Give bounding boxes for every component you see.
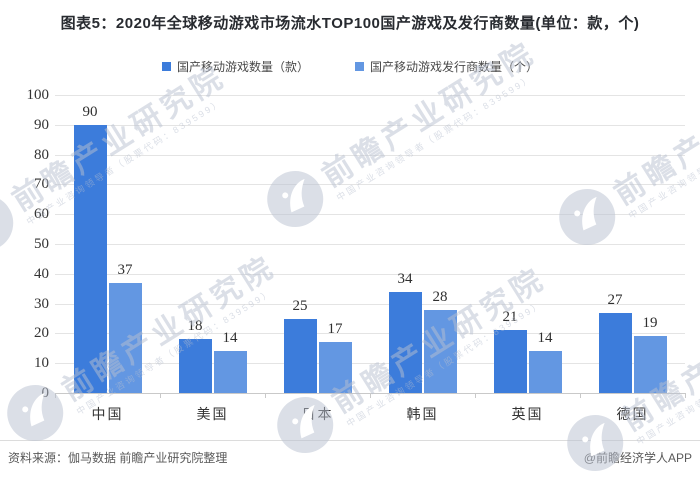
y-axis-tick-label: 80 (34, 146, 49, 163)
bar-series2-美国 (213, 351, 247, 393)
legend-label-games: 国产移动游戏数量（款） (176, 60, 309, 74)
gridline (55, 303, 685, 305)
x-axis-label-中国: 中国 (91, 406, 124, 422)
chart-title: 图表5：2020年全球移动游戏市场流水TOP100国产游戏及发行商数量(单位：款… (60, 15, 640, 32)
bar-group-中国: 90 37 (55, 95, 160, 393)
bar-wrap: 25 (283, 298, 317, 393)
bar-value-label: 17 (327, 321, 343, 338)
y-axis-tick-label: 10 (34, 355, 49, 372)
x-axis-label-韩国: 韩国 (406, 406, 439, 422)
bar-value-label: 18 (187, 318, 203, 335)
bar-group-美国: 18 14 (160, 95, 265, 393)
x-axis-tick-mark (475, 393, 476, 398)
bar-wrap: 19 (633, 315, 667, 393)
legend-swatch-publishers-icon (355, 62, 364, 71)
source-text: 资料来源：伽马数据 前瞻产业研究院整理 (8, 451, 228, 465)
bar-group-韩国: 34 28 (370, 95, 475, 393)
gridline (55, 95, 685, 96)
y-axis-tick-label: 50 (34, 236, 49, 252)
x-axis-label-英国: 英国 (511, 406, 544, 422)
footer: 资料来源：伽马数据 前瞻产业研究院整理 @前瞻经济学人APP (0, 449, 700, 466)
bar-wrap: 14 (213, 330, 247, 393)
gridline (55, 184, 685, 186)
bar-wrap: 21 (493, 309, 527, 393)
x-axis-tick-mark (55, 393, 56, 398)
y-axis-tick-label: 70 (34, 176, 49, 193)
bar-series1-日本 (283, 318, 317, 393)
x-axis-tick-mark (370, 393, 371, 398)
bar-wrap: 18 (178, 318, 212, 393)
bar-value-label: 14 (222, 330, 238, 347)
bar-wrap: 28 (423, 289, 457, 393)
x-axis-label-日本: 日本 (301, 406, 334, 422)
y-axis-tick-label: 60 (34, 206, 49, 223)
bar-wrap: 17 (318, 321, 352, 393)
gridline (55, 214, 685, 216)
bar-series2-德国 (633, 336, 667, 393)
y-axis-tick-label: 100 (26, 87, 50, 103)
bar-wrap: 90 (73, 104, 107, 393)
bar-series2-日本 (318, 342, 352, 393)
bar-value-label: 90 (82, 103, 98, 120)
bar-value-label: 19 (642, 315, 658, 332)
bar-wrap: 37 (108, 262, 142, 393)
x-axis-tick-mark (160, 393, 161, 398)
bar-group-英国: 21 14 (475, 95, 580, 393)
credit-text: @前瞻经济学人APP (583, 451, 692, 465)
x-axis-label-德国: 德国 (616, 406, 649, 422)
bar-value-label: 25 (292, 297, 308, 314)
gridline (55, 154, 685, 156)
bar-value-label: 21 (502, 309, 518, 326)
gridline (55, 363, 685, 365)
gridline (55, 273, 685, 275)
y-axis-tick-label: 20 (34, 325, 49, 342)
bar-value-label: 34 (397, 270, 413, 287)
bar-value-label: 28 (432, 288, 448, 305)
x-axis-tick-mark (580, 393, 581, 398)
bar-series1-中国 (73, 124, 107, 393)
x-axis-label-美国: 美国 (196, 406, 229, 422)
y-axis-tick-label: 90 (34, 116, 49, 133)
bar-series1-美国 (178, 339, 212, 393)
bar-wrap: 34 (388, 271, 422, 393)
x-axis-tick-mark (265, 393, 266, 398)
gridline (55, 333, 685, 335)
legend-label-publishers: 国产移动游戏发行商数量（个） (370, 60, 539, 74)
bar-value-label: 14 (537, 330, 553, 347)
y-axis-tick-label: 30 (34, 295, 49, 312)
bar-wrap: 14 (528, 330, 562, 393)
bar-series2-韩国 (423, 309, 457, 393)
x-axis-tick-mark (685, 393, 686, 398)
legend-item-games: 国产移动游戏数量（款） (161, 58, 309, 75)
bar-series1-英国 (493, 330, 527, 393)
bar-value-label: 27 (607, 291, 623, 308)
bar-group-日本: 25 17 (265, 95, 370, 393)
bar-value-label: 37 (117, 261, 133, 278)
legend-swatch-games-icon (161, 62, 171, 71)
gridline (55, 244, 685, 245)
y-axis-tick-label: 40 (34, 265, 49, 282)
bar-series2-英国 (528, 351, 562, 393)
bar-series1-韩国 (388, 291, 422, 393)
bar-series1-德国 (598, 312, 632, 393)
bar-group-德国: 27 19 (580, 95, 685, 393)
legend-item-publishers: 国产移动游戏发行商数量（个） (355, 58, 538, 75)
bar-series2-中国 (108, 282, 142, 393)
legend: 国产移动游戏数量（款） 国产移动游戏发行商数量（个） (0, 58, 700, 75)
bar-wrap: 27 (598, 292, 632, 393)
footer-divider (0, 440, 700, 441)
gridline (55, 124, 685, 126)
y-axis-tick-label: 0 (41, 385, 50, 401)
plot-area: 0 10 20 30 40 50 60 70 80 90 100 90 37 中国 18 14 美国 25 17 日本… (27, 87, 686, 422)
